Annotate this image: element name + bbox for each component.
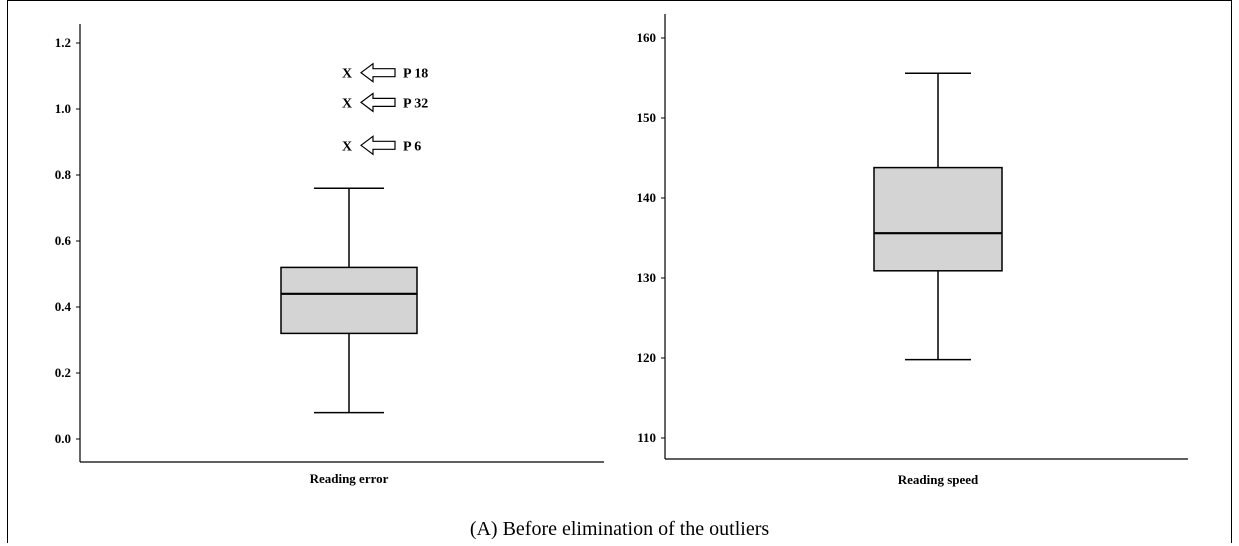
reading-speed-y-tick-label: 110 (637, 430, 656, 445)
reading-error-outlier-label: P 6 (403, 139, 421, 154)
reading-error-outlier-marker: X (342, 96, 352, 111)
reading-speed-y-tick-label: 160 (637, 30, 657, 45)
reading-error-y-tick-label: 1.0 (55, 101, 71, 116)
reading-error-y-tick-label: 1.2 (55, 35, 71, 50)
reading-error-outlier-arrow (360, 135, 396, 156)
reading-error-category-label: Reading error (310, 471, 389, 486)
reading-speed-category-label: Reading speed (898, 472, 979, 487)
reading-speed-panel: 110 120 130 140 150 160 Reading speed (637, 14, 1188, 487)
reading-error-iqr-box (280, 266, 418, 335)
reading-error-outlier-label: P 32 (403, 96, 428, 111)
reading-error-y-tick-label: 0.4 (55, 299, 72, 314)
reading-error-outlier-label: P 18 (403, 67, 428, 82)
reading-speed-iqr-box (873, 166, 1003, 272)
reading-speed-y-tick-label: 150 (637, 110, 657, 125)
figure-frame (7, 0, 1232, 543)
reading-error-y-tick-label: 0.0 (55, 431, 71, 446)
reading-error-outlier-arrow (359, 62, 396, 83)
reading-error-y-tick-label: 0.2 (55, 365, 71, 380)
reading-error-y-tick-label: 0.8 (55, 167, 72, 182)
reading-error-y-tick-label: 0.6 (55, 233, 72, 248)
reading-speed-y-tick-label: 130 (637, 270, 657, 285)
reading-speed-y-tick-label: 120 (637, 350, 657, 365)
reading-error-panel: 0.0 0.2 0.4 0.6 0.8 1.0 1.2 Reading error X P 18 X… (55, 24, 604, 486)
reading-speed-y-tick-label: 140 (637, 190, 657, 205)
reading-error-outlier-marker: X (342, 67, 352, 82)
figure-caption: (A) Before elimination of the outliers (469, 518, 770, 540)
reading-error-outlier-marker: X (342, 139, 352, 154)
reading-error-outlier-arrow (360, 92, 396, 113)
